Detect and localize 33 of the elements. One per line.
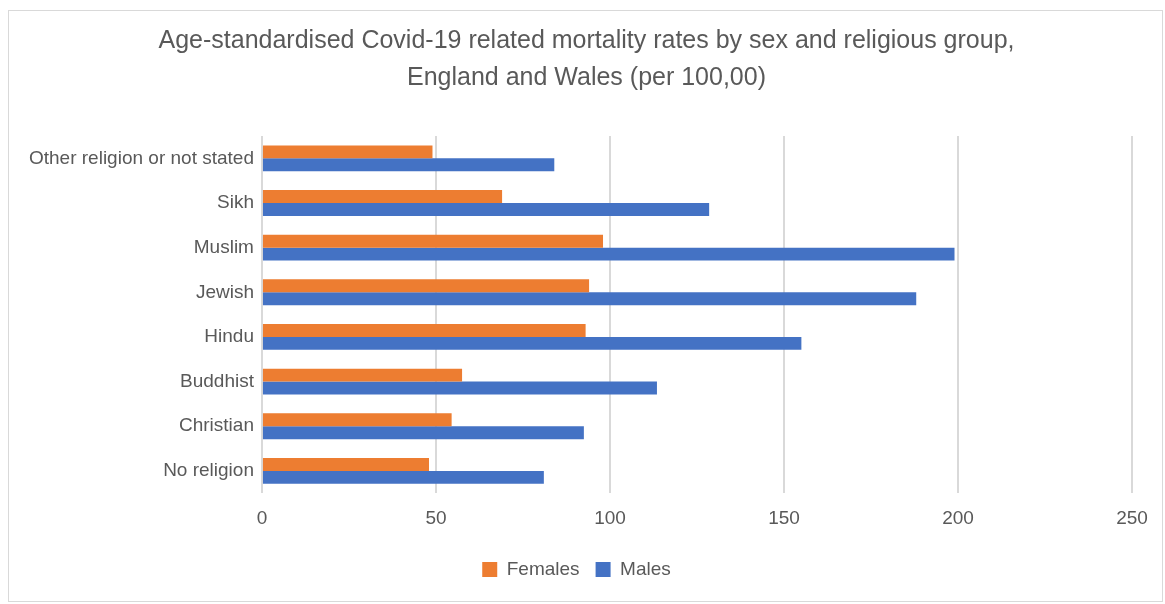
bar: [262, 426, 584, 440]
y-tick-label: No religion: [163, 459, 254, 481]
bar: [262, 145, 433, 159]
y-tick-label: Muslim: [193, 235, 254, 257]
chart-title: Age-standardised Covid-19 related mortality rates by sex and religious group, England and Wales (per 100,00): [157, 24, 1016, 92]
bar: [262, 247, 955, 261]
x-tick-label: 250: [1116, 506, 1148, 528]
legend-label: Males: [620, 557, 671, 579]
bar: [262, 292, 917, 306]
y-tick-label: Sikh: [216, 191, 254, 213]
bar: [262, 323, 586, 337]
bar: [262, 336, 802, 350]
y-tick-label: Hindu: [204, 325, 254, 347]
y-tick-label: Other religion or not stated: [28, 146, 254, 168]
bar: [262, 190, 503, 203]
x-tick-label: 200: [942, 506, 974, 528]
x-tick-label: 50: [425, 506, 447, 528]
y-tick-label: Buddhist: [180, 369, 255, 391]
bar: [262, 279, 590, 293]
bar: [262, 457, 430, 471]
y-tick-label: Christian: [178, 414, 254, 436]
bar: [262, 470, 544, 484]
x-tick-label: 150: [768, 506, 800, 528]
x-tick-label: 100: [594, 506, 626, 528]
bar: [262, 368, 463, 382]
bar: [262, 413, 452, 427]
legend-label: Females: [506, 557, 580, 579]
bar: [262, 381, 657, 395]
bar: [262, 158, 555, 172]
y-tick-label: Jewish: [195, 280, 254, 302]
x-tick-label: 0: [256, 506, 268, 528]
bar: [262, 202, 710, 216]
bar: [262, 234, 604, 248]
